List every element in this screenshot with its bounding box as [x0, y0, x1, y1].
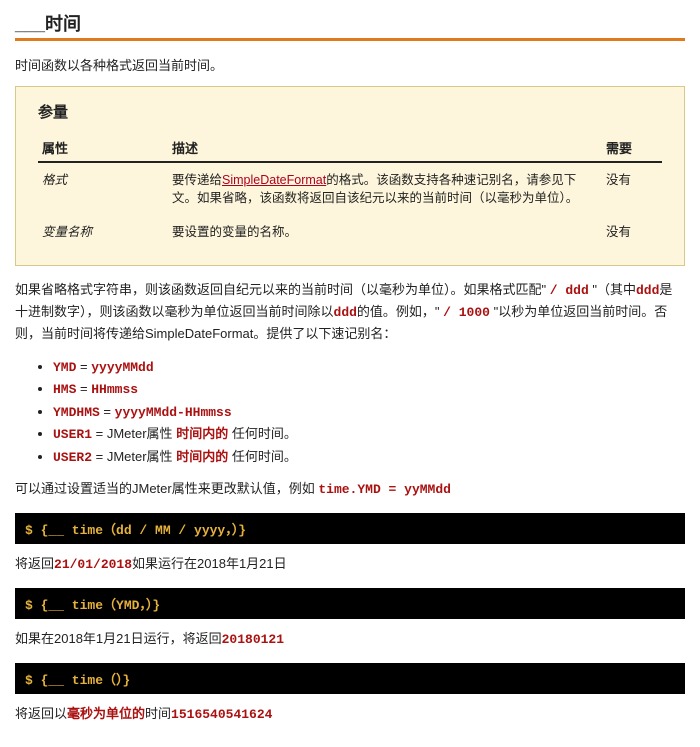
params-box: 参量 属性 描述 需要 格式 要传递给SimpleDateFormat的格式。该… [15, 86, 685, 266]
alias-key: HMS [53, 382, 76, 397]
list-item: USER2 = JMeter属性 时间内的 任何时间。 [53, 447, 685, 468]
alias-val: yyyyMMdd [91, 360, 153, 375]
t: 将返回 [15, 556, 54, 571]
alias-key: YMDHMS [53, 405, 100, 420]
alias-val: HHmmss [91, 382, 138, 397]
code: 毫秒为单位的 [67, 707, 145, 722]
col-attr: 属性 [38, 132, 168, 162]
alias-key: USER2 [53, 450, 92, 465]
list-item: YMD = yyyyMMdd [53, 357, 685, 378]
list-item: HMS = HHmmss [53, 379, 685, 400]
t: 如果省略格式字符串，则该函数返回自纪元以来的当前时间（以毫秒为单位）。如果格式匹… [15, 282, 550, 297]
t: 的值。例如，" [357, 304, 443, 319]
alias-sep: = JMeter属性 [92, 449, 176, 464]
code: / ddd [550, 283, 589, 298]
title-prefix: ___ [15, 14, 45, 34]
code: ddd [636, 283, 659, 298]
code: ddd [334, 305, 357, 320]
simpledateformat-link[interactable]: SimpleDateFormat [222, 173, 326, 187]
alias-tail: 任何时间。 [228, 426, 297, 441]
alias-sep: = [76, 381, 91, 396]
alias-val: 时间内的 [176, 427, 228, 442]
alias-sep: = [76, 359, 91, 374]
title-text: 时间 [45, 14, 81, 34]
t: 将返回以 [15, 706, 67, 721]
explain-paragraph: 如果省略格式字符串，则该函数返回自纪元以来的当前时间（以毫秒为单位）。如果格式匹… [15, 280, 685, 344]
cell-req: 没有 [602, 215, 662, 249]
params-heading: 参量 [38, 101, 662, 122]
alias-sep: = JMeter属性 [92, 426, 176, 441]
override-paragraph: 可以通过设置适当的JMeter属性来更改默认值，例如 time.YMD = yy… [15, 479, 685, 501]
alias-key: USER1 [53, 427, 92, 442]
cell-attr: 变量名称 [38, 215, 168, 249]
intro-text: 时间函数以各种格式返回当前时间。 [15, 55, 685, 74]
code: / 1000 [443, 305, 490, 320]
page-title-bar: ___时间 [15, 10, 685, 41]
alias-val: 时间内的 [176, 450, 228, 465]
code: 21/01/2018 [54, 557, 132, 572]
t: 时间 [145, 706, 171, 721]
alias-tail: 任何时间。 [228, 449, 297, 464]
alias-key: YMD [53, 360, 76, 375]
code-block: $ {__ time（YMD，）} [15, 588, 685, 619]
code: 1516540541624 [171, 707, 272, 722]
table-row: 格式 要传递给SimpleDateFormat的格式。该函数支持各种速记别名，请… [38, 162, 662, 215]
alias-list: YMD = yyyyMMdd HMS = HHmmss YMDHMS = yyy… [53, 357, 685, 468]
table-row: 变量名称 要设置的变量的名称。 没有 [38, 215, 662, 249]
cell-attr: 格式 [38, 162, 168, 215]
t: "（其中 [589, 282, 636, 297]
cell-desc: 要设置的变量的名称。 [168, 215, 602, 249]
result-paragraph: 如果在2018年1月21日运行，将返回20180121 [15, 629, 685, 651]
cell-desc: 要传递给SimpleDateFormat的格式。该函数支持各种速记别名，请参见下… [168, 162, 602, 215]
result-paragraph: 将返回21/01/2018如果运行在2018年1月21日 [15, 554, 685, 576]
alias-val: yyyyMMdd-HHmmss [115, 405, 232, 420]
code-block: $ {__ time（）} [15, 663, 685, 694]
params-table: 属性 描述 需要 格式 要传递给SimpleDateFormat的格式。该函数支… [38, 132, 662, 249]
list-item: YMDHMS = yyyyMMdd-HHmmss [53, 402, 685, 423]
cell-req: 没有 [602, 162, 662, 215]
code: 20180121 [222, 632, 284, 647]
t: 可以通过设置适当的JMeter属性来更改默认值，例如 [15, 481, 318, 496]
table-header-row: 属性 描述 需要 [38, 132, 662, 162]
code: time.YMD = yyMMdd [318, 482, 451, 497]
col-desc: 描述 [168, 132, 602, 162]
list-item: USER1 = JMeter属性 时间内的 任何时间。 [53, 424, 685, 445]
code-block: $ {__ time（dd / MM / yyyy，）} [15, 513, 685, 544]
desc-pre: 要传递给 [172, 173, 222, 187]
result-paragraph: 将返回以毫秒为单位的时间1516540541624 [15, 704, 685, 726]
col-req: 需要 [602, 132, 662, 162]
alias-sep: = [100, 404, 115, 419]
t: 如果运行在2018年1月21日 [132, 556, 287, 571]
t: 如果在2018年1月21日运行，将返回 [15, 631, 222, 646]
